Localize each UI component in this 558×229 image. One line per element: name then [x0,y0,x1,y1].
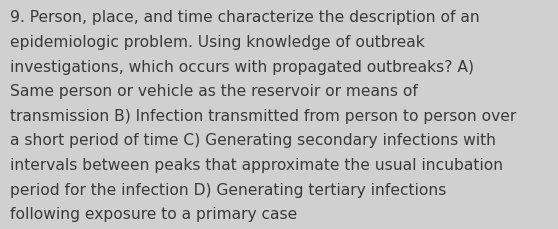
Text: epidemiologic problem. Using knowledge of outbreak: epidemiologic problem. Using knowledge o… [10,35,425,50]
Text: a short period of time C) Generating secondary infections with: a short period of time C) Generating sec… [10,133,496,148]
Text: transmission B) Infection transmitted from person to person over: transmission B) Infection transmitted fr… [10,108,516,123]
Text: Same person or vehicle as the reservoir or means of: Same person or vehicle as the reservoir … [10,84,418,99]
Text: 9. Person, place, and time characterize the description of an: 9. Person, place, and time characterize … [10,10,480,25]
Text: investigations, which occurs with propagated outbreaks? A): investigations, which occurs with propag… [10,59,474,74]
Text: period for the infection D) Generating tertiary infections: period for the infection D) Generating t… [10,182,446,197]
Text: following exposure to a primary case: following exposure to a primary case [10,206,297,221]
Text: intervals between peaks that approximate the usual incubation: intervals between peaks that approximate… [10,157,503,172]
